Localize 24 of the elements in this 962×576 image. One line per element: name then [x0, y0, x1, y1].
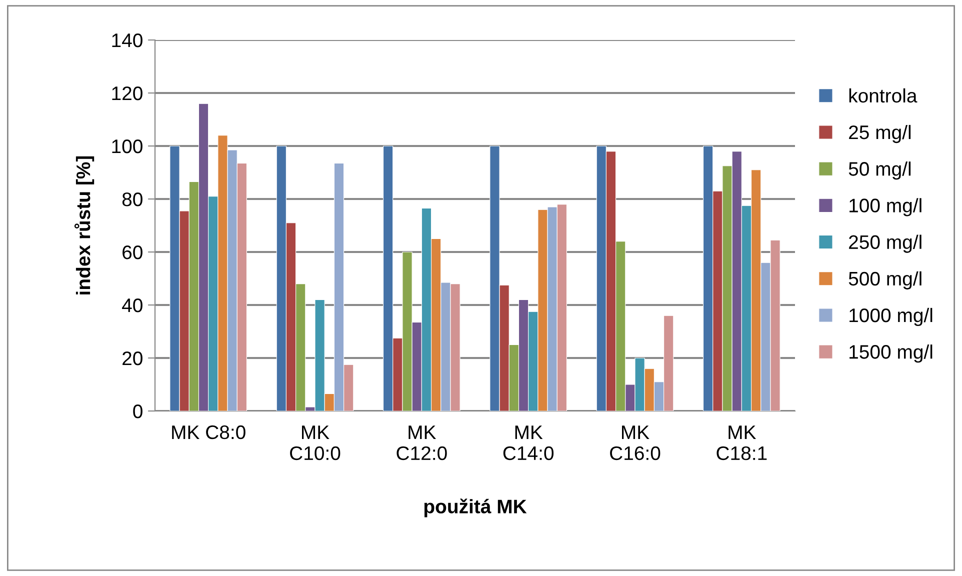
- y-tick-label: 20: [122, 351, 142, 366]
- y-tick-label: 140: [112, 33, 142, 48]
- legend-label: 1000 mg/l: [850, 308, 932, 326]
- y-tick-label: 80: [122, 192, 142, 206]
- y-tick-label: 60: [122, 245, 142, 260]
- x-tick-label: MK C12:0: [396, 426, 447, 460]
- y-tick-label: 0: [133, 404, 142, 418]
- y-tick-label: 40: [122, 298, 142, 312]
- x-axis-title: použitá MK: [424, 498, 527, 518]
- x-tick-label: MK C8:0: [172, 425, 246, 440]
- legend-label: kontrola: [849, 88, 918, 103]
- x-tick-label: MK C16:0: [610, 426, 660, 460]
- x-tick-label: MK C10:0: [290, 426, 340, 460]
- x-tick-label: MK C18:1: [716, 426, 767, 460]
- legend-label: 50 mg/l: [848, 162, 911, 180]
- y-axis-title: index růstu [%]: [74, 156, 94, 294]
- y-tick-label: 120: [112, 86, 142, 100]
- legend-label: 500 mg/l: [848, 271, 922, 290]
- x-tick-label: MK C14:0: [503, 426, 554, 460]
- legend-label: 1500 mg/l: [850, 344, 932, 363]
- legend-label: 250 mg/l: [849, 234, 922, 253]
- legend-label: 100 mg/l: [850, 198, 922, 216]
- legend-label: 25 mg/l: [849, 124, 911, 144]
- y-tick-label: 100: [112, 139, 142, 154]
